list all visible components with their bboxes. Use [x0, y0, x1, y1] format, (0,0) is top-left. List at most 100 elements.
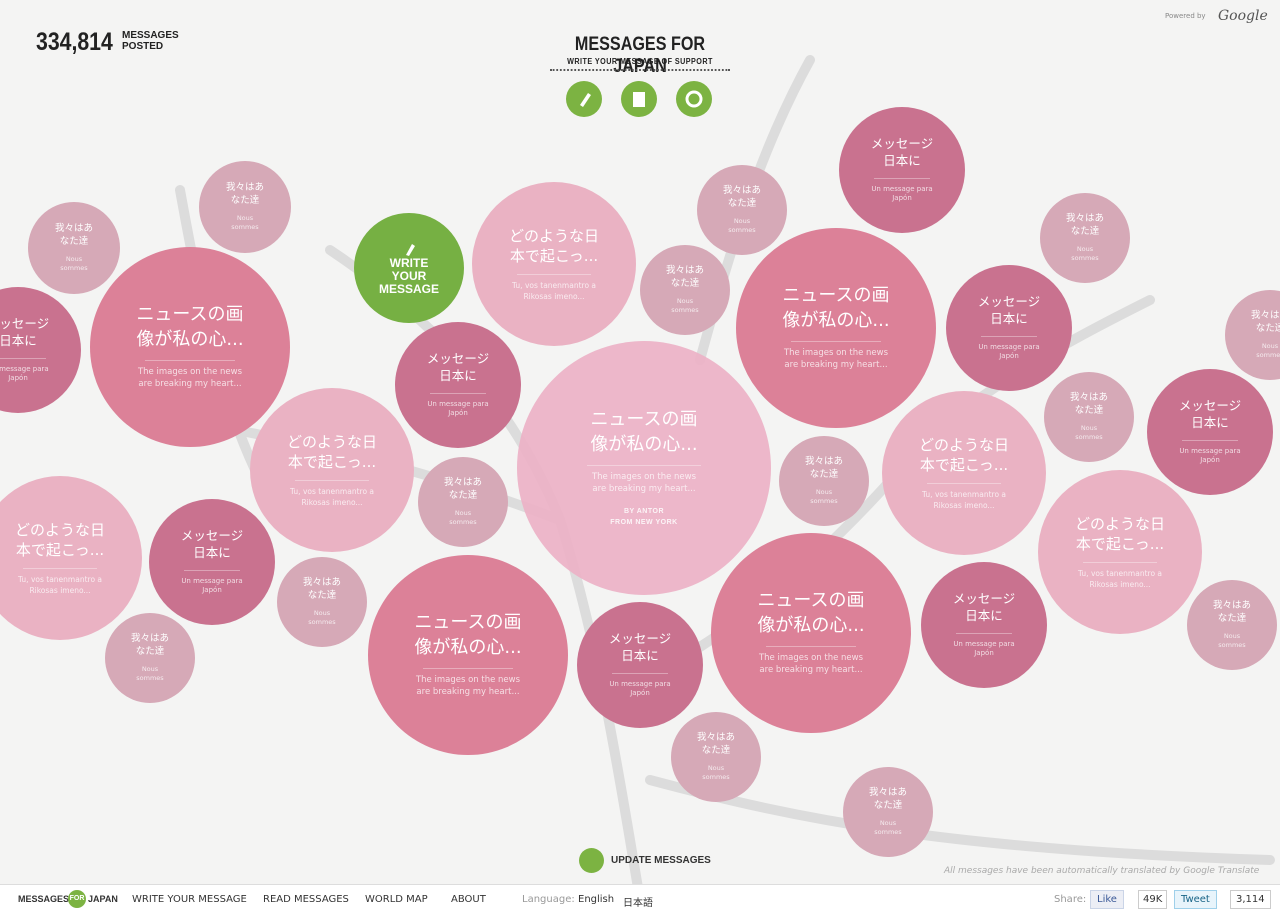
message-translation-line: sommes: [231, 222, 259, 231]
write-line: YOUR: [391, 268, 427, 283]
message-bubble[interactable]: どのような日 本で起こっ... Tu, vos tanenmantro a Rikos…: [250, 388, 414, 552]
message-translation-line: Tu, vos tanenmantro a: [511, 281, 597, 291]
message-bubble[interactable]: どのような日 本で起こっ... Tu, vos tanenmantro a Rikos…: [882, 391, 1046, 555]
message-translation: The images on the news are breaking my he…: [592, 472, 696, 496]
divider: [183, 569, 241, 571]
message-title-line: ニュースの画: [757, 590, 865, 612]
message-translation-line: sommes: [810, 496, 838, 505]
like-button[interactable]: Like: [1090, 890, 1124, 909]
message-title-line: どのような日: [286, 432, 377, 451]
update-messages[interactable]: UPDATE MESSAGES: [611, 855, 711, 866]
message-author: BY ANTOR FROM NEW YORK: [610, 506, 677, 528]
message-title: 我々はあなた達: [131, 633, 169, 659]
message-translation-line: are breaking my heart...: [784, 359, 888, 370]
divider: [295, 480, 369, 482]
language-option[interactable]: 日本語: [623, 898, 653, 909]
message-translation-line: Nous: [879, 818, 897, 827]
message-translation-line: The images on the news: [591, 471, 697, 482]
message-title-line: 我々はあ: [665, 265, 704, 277]
message-translation-line: The images on the news: [415, 674, 521, 685]
message-bubble[interactable]: ニュースの画 像が私の心... The images on the news are …: [736, 228, 936, 428]
write-icon[interactable]: [566, 81, 602, 117]
message-title: 我々はあなた達: [55, 223, 93, 249]
message-title-line: 我々はあ: [1250, 310, 1280, 322]
language-option[interactable]: English: [578, 894, 615, 905]
message-translation-line: Rikosas imeno...: [1089, 579, 1151, 589]
tweet-count: 3,114: [1230, 890, 1271, 909]
message-bubble[interactable]: どのような日 本で起こっ... Tu, vos tanenmantro a Rikos…: [0, 476, 142, 640]
message-bubble[interactable]: ニュースの画 像が私の心... The images on the news are …: [90, 247, 290, 447]
message-translation-line: sommes: [1256, 350, 1280, 359]
message-translation-line: sommes: [449, 517, 477, 526]
message-title: メッセージ日本に: [427, 351, 489, 385]
write-message-bubble[interactable]: WRITE YOUR MESSAGE: [354, 213, 464, 323]
message-translation: The images on the news are breaking my he…: [416, 675, 520, 699]
message-translation-line: Un message para: [978, 342, 1040, 351]
message-title: メッセージ日本に: [609, 631, 671, 665]
read-icon[interactable]: [621, 81, 657, 117]
message-title-line: どのような日: [918, 435, 1009, 454]
divider: [586, 464, 702, 466]
message-bubble[interactable]: ニュースの画 像が私の心... The images on the news are …: [368, 555, 568, 755]
nav-link[interactable]: WORLD MAP: [365, 894, 428, 905]
message-title-line: なた達: [59, 235, 89, 247]
message-title-line: 日本に: [1191, 414, 1229, 430]
message-translation-line: are breaking my heart...: [138, 378, 242, 389]
map-icon[interactable]: [676, 81, 712, 117]
message-translation-line: sommes: [136, 673, 164, 682]
message-count: 334,814: [36, 28, 113, 56]
divider: [429, 392, 487, 394]
divider: [980, 335, 1038, 337]
message-bubble[interactable]: どのような日 本で起こっ... Tu, vos tanenmantro a Rikos…: [1038, 470, 1202, 634]
message-title-line: ニュースの画: [782, 285, 890, 307]
footer-logo: FOR: [68, 890, 86, 908]
message-bubble[interactable]: ニュースの画 像が私の心... The images on the news are …: [711, 533, 911, 733]
tweet-button[interactable]: Tweet: [1174, 890, 1217, 909]
message-translation-line: sommes: [1218, 640, 1246, 649]
nav-link[interactable]: WRITE YOUR MESSAGE: [132, 894, 247, 905]
message-translation-line: Rikosas imeno...: [933, 500, 995, 510]
nav-link[interactable]: READ MESSAGES: [263, 894, 349, 905]
message-title: 我々はあなた達: [444, 477, 482, 503]
author-origin: FROM NEW YORK: [610, 518, 678, 526]
message-title-line: 本で起こっ...: [509, 247, 599, 265]
message-translation-line: Un message para: [609, 679, 671, 688]
update-icon[interactable]: [579, 848, 604, 873]
message-translation-line: The images on the news: [137, 366, 243, 377]
message-title-line: なた達: [809, 468, 839, 480]
message-bubble[interactable]: ニュースの画 像が私の心... The images on the news are …: [517, 341, 771, 595]
pencil-icon: [406, 243, 415, 256]
message-translation-line: Un message para: [953, 639, 1015, 648]
message-title-line: 像が私の心...: [782, 309, 890, 331]
message-translation-line: Tu, vos tanenmantro a: [17, 575, 103, 585]
message-bubble[interactable]: どのような日 本で起こっ... Tu, vos tanenmantro a Rikos…: [472, 182, 636, 346]
message-title-line: 我々はあ: [1069, 392, 1108, 404]
nav-link[interactable]: ABOUT: [451, 894, 486, 905]
